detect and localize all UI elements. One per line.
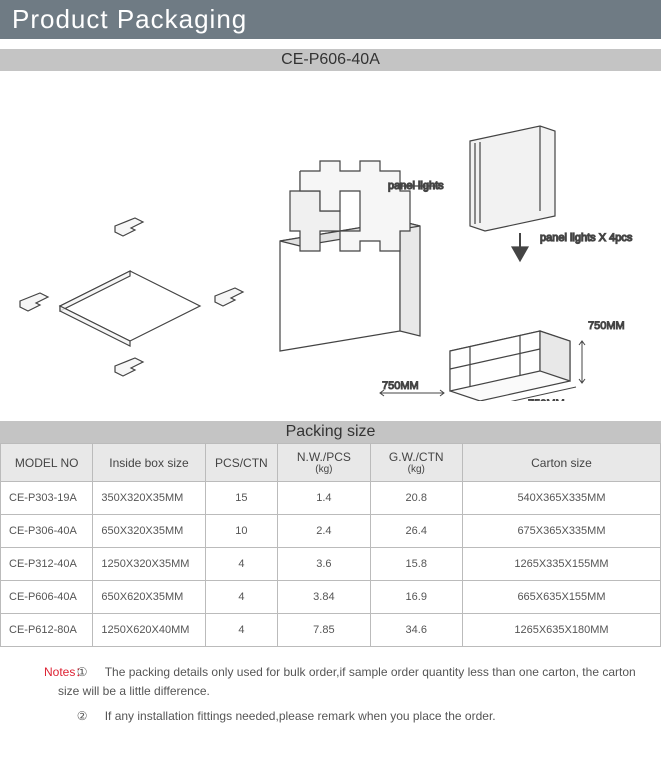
cell-model: CE-P612-80A <box>1 614 93 647</box>
packaging-diagram: panel lights panel lights X 4pcs 750MM 7… <box>0 71 661 401</box>
table-row: CE-P312-40A1250X320X35MM43.615.81265X335… <box>1 548 661 581</box>
model-header: CE-P606-40A <box>281 51 380 68</box>
cell-pcs: 15 <box>205 482 278 515</box>
cell-gw: 34.6 <box>370 614 462 647</box>
corner-piece-icon <box>20 293 48 311</box>
cell-inside-box: 350X320X35MM <box>93 482 205 515</box>
cell-gw: 16.9 <box>370 581 462 614</box>
cell-inside-box: 1250X320X35MM <box>93 548 205 581</box>
cell-inside-box: 1250X620X40MM <box>93 614 205 647</box>
cell-nw: 3.84 <box>278 581 370 614</box>
table-row: CE-P306-40A650X320X35MM102.426.4675X365X… <box>1 515 661 548</box>
cell-carton: 1265X635X180MM <box>462 614 660 647</box>
panel-lights-label: panel lights <box>388 180 444 192</box>
dim-label-b: 750MM <box>528 398 565 401</box>
cell-gw: 26.4 <box>370 515 462 548</box>
table-row: CE-P612-80A1250X620X40MM47.8534.61265X63… <box>1 614 661 647</box>
cell-model: CE-P312-40A <box>1 548 93 581</box>
page-title-bar: Product Packaging <box>0 0 661 39</box>
corner-piece-icon <box>115 358 143 376</box>
cell-inside-box: 650X320X35MM <box>93 515 205 548</box>
cell-carton: 675X365X335MM <box>462 515 660 548</box>
dim-label-c: 750MM <box>588 320 625 332</box>
cell-model: CE-P303-19A <box>1 482 93 515</box>
notes-section: Notes： ①The packing details only used fo… <box>0 663 661 727</box>
assembly-group: panel lights <box>280 161 444 351</box>
cell-nw: 7.85 <box>278 614 370 647</box>
note-1: Notes： ①The packing details only used fo… <box>10 663 651 701</box>
panel-lights-4-label: panel lights X 4pcs <box>540 232 633 244</box>
col-pcs-ctn: PCS/CTN <box>205 444 278 482</box>
cell-nw: 2.4 <box>278 515 370 548</box>
cell-carton: 1265X335X155MM <box>462 548 660 581</box>
corner-piece-icon <box>215 288 243 306</box>
cell-model: CE-P306-40A <box>1 515 93 548</box>
page-title: Product Packaging <box>12 4 247 34</box>
cell-model: CE-P606-40A <box>1 581 93 614</box>
table-row: CE-P606-40A650X620X35MM43.8416.9665X635X… <box>1 581 661 614</box>
model-header-bar: CE-P606-40A <box>0 49 661 71</box>
col-model: MODEL NO <box>1 444 93 482</box>
table-header-row: MODEL NO Inside box size PCS/CTN N.W./PC… <box>1 444 661 482</box>
packing-table: MODEL NO Inside box size PCS/CTN N.W./PC… <box>0 443 661 647</box>
stacked-panels-group: panel lights X 4pcs <box>470 126 633 261</box>
table-row: CE-P303-19A350X320X35MM151.420.8540X365X… <box>1 482 661 515</box>
cell-inside-box: 650X620X35MM <box>93 581 205 614</box>
col-gw-ctn: G.W./CTN(kg) <box>370 444 462 482</box>
cell-carton: 665X635X155MM <box>462 581 660 614</box>
cell-pcs: 4 <box>205 614 278 647</box>
cell-pcs: 10 <box>205 515 278 548</box>
cell-nw: 3.6 <box>278 548 370 581</box>
corner-piece-icon <box>115 218 143 236</box>
cell-nw: 1.4 <box>278 482 370 515</box>
col-inside-box: Inside box size <box>93 444 205 482</box>
cell-gw: 15.8 <box>370 548 462 581</box>
col-carton-size: Carton size <box>462 444 660 482</box>
cell-pcs: 4 <box>205 581 278 614</box>
note-2: Notes： ②If any installation fittings nee… <box>10 707 651 726</box>
cell-gw: 20.8 <box>370 482 462 515</box>
exploded-panel-group <box>20 218 243 376</box>
table-title: Packing size <box>286 423 376 440</box>
cell-carton: 540X365X335MM <box>462 482 660 515</box>
dim-label-a: 750MM <box>382 380 419 392</box>
col-nw-pcs: N.W./PCS(kg) <box>278 444 370 482</box>
cell-pcs: 4 <box>205 548 278 581</box>
table-title-bar: Packing size <box>0 421 661 443</box>
